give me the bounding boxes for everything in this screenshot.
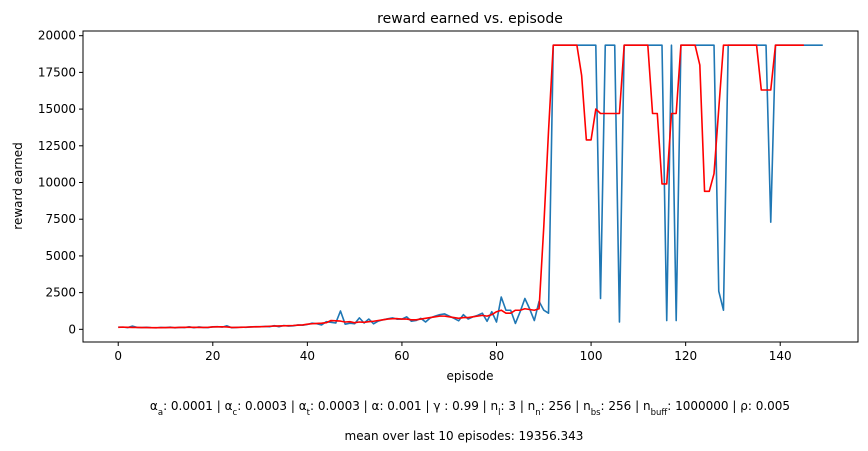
x-tick-label: 120: [674, 349, 697, 363]
x-tick-label: 140: [769, 349, 792, 363]
param-symbol: α: [299, 399, 307, 413]
param-value: : 0.0003: [310, 399, 360, 413]
param-symbol: γ: [433, 399, 440, 413]
separator: |: [213, 399, 225, 413]
x-tick-label: 40: [300, 349, 315, 363]
separator: |: [360, 399, 372, 413]
separator: |: [729, 399, 741, 413]
param-value: : 256: [601, 399, 632, 413]
param-value: : 0.0001: [163, 399, 213, 413]
param-symbol: n: [528, 399, 536, 413]
separator: |: [422, 399, 434, 413]
param-symbol: n: [643, 399, 651, 413]
param-symbol: α: [225, 399, 233, 413]
param-value: : 0.001: [379, 399, 421, 413]
param-symbol: α: [150, 399, 158, 413]
separator: |: [571, 399, 583, 413]
param-subscript: buff: [651, 408, 669, 418]
y-axis-label: reward earned: [11, 142, 25, 229]
y-tick-label: 5000: [45, 249, 76, 263]
x-tick-label: 0: [114, 349, 122, 363]
param-value: : 256: [541, 399, 572, 413]
param-symbol: n: [491, 399, 499, 413]
x-tick-label: 60: [394, 349, 409, 363]
separator: |: [631, 399, 643, 413]
y-tick-label: 7500: [45, 212, 76, 226]
separator: |: [287, 399, 299, 413]
y-tick-label: 2500: [45, 286, 76, 300]
param-value: : 1000000: [667, 399, 728, 413]
y-tick-label: 20000: [38, 29, 76, 43]
x-tick-label: 80: [489, 349, 504, 363]
series-line: [118, 44, 804, 329]
param-value: : 0.005: [748, 399, 790, 413]
y-tick-label: 15000: [38, 102, 76, 116]
param-value: : 0.99: [440, 399, 478, 413]
param-value: : 0.0003: [237, 399, 287, 413]
series-line: [118, 44, 823, 329]
separator: |: [516, 399, 528, 413]
footer: mean over last 10 episodes: 19356.343: [345, 429, 584, 443]
param-subscript: t: [307, 408, 311, 418]
y-tick-label: 0: [68, 322, 76, 336]
param-subscript: a: [158, 408, 163, 418]
x-tick-label: 20: [205, 349, 220, 363]
x-axis-label: episode: [447, 369, 494, 383]
y-tick-label: 17500: [38, 65, 76, 79]
hyperparameters: αa: 0.0001 | αc: 0.0003 | αt: 0.0003 | α…: [150, 399, 790, 418]
chart-title: reward earned vs. episode: [377, 11, 563, 27]
param-symbol: ρ: [740, 399, 748, 413]
y-tick-label: 12500: [38, 139, 76, 153]
param-subscript: c: [233, 408, 238, 418]
param-subscript: bs: [591, 408, 601, 418]
x-tick-label: 100: [580, 349, 603, 363]
param-subscript: n: [535, 408, 540, 418]
separator: |: [479, 399, 491, 413]
plot-frame: [82, 30, 859, 343]
param-symbol: n: [583, 399, 591, 413]
param-value: : 3: [501, 399, 517, 413]
y-tick-label: 10000: [38, 176, 76, 190]
param-subscript: l: [498, 408, 500, 418]
param-symbol: α: [372, 399, 380, 413]
